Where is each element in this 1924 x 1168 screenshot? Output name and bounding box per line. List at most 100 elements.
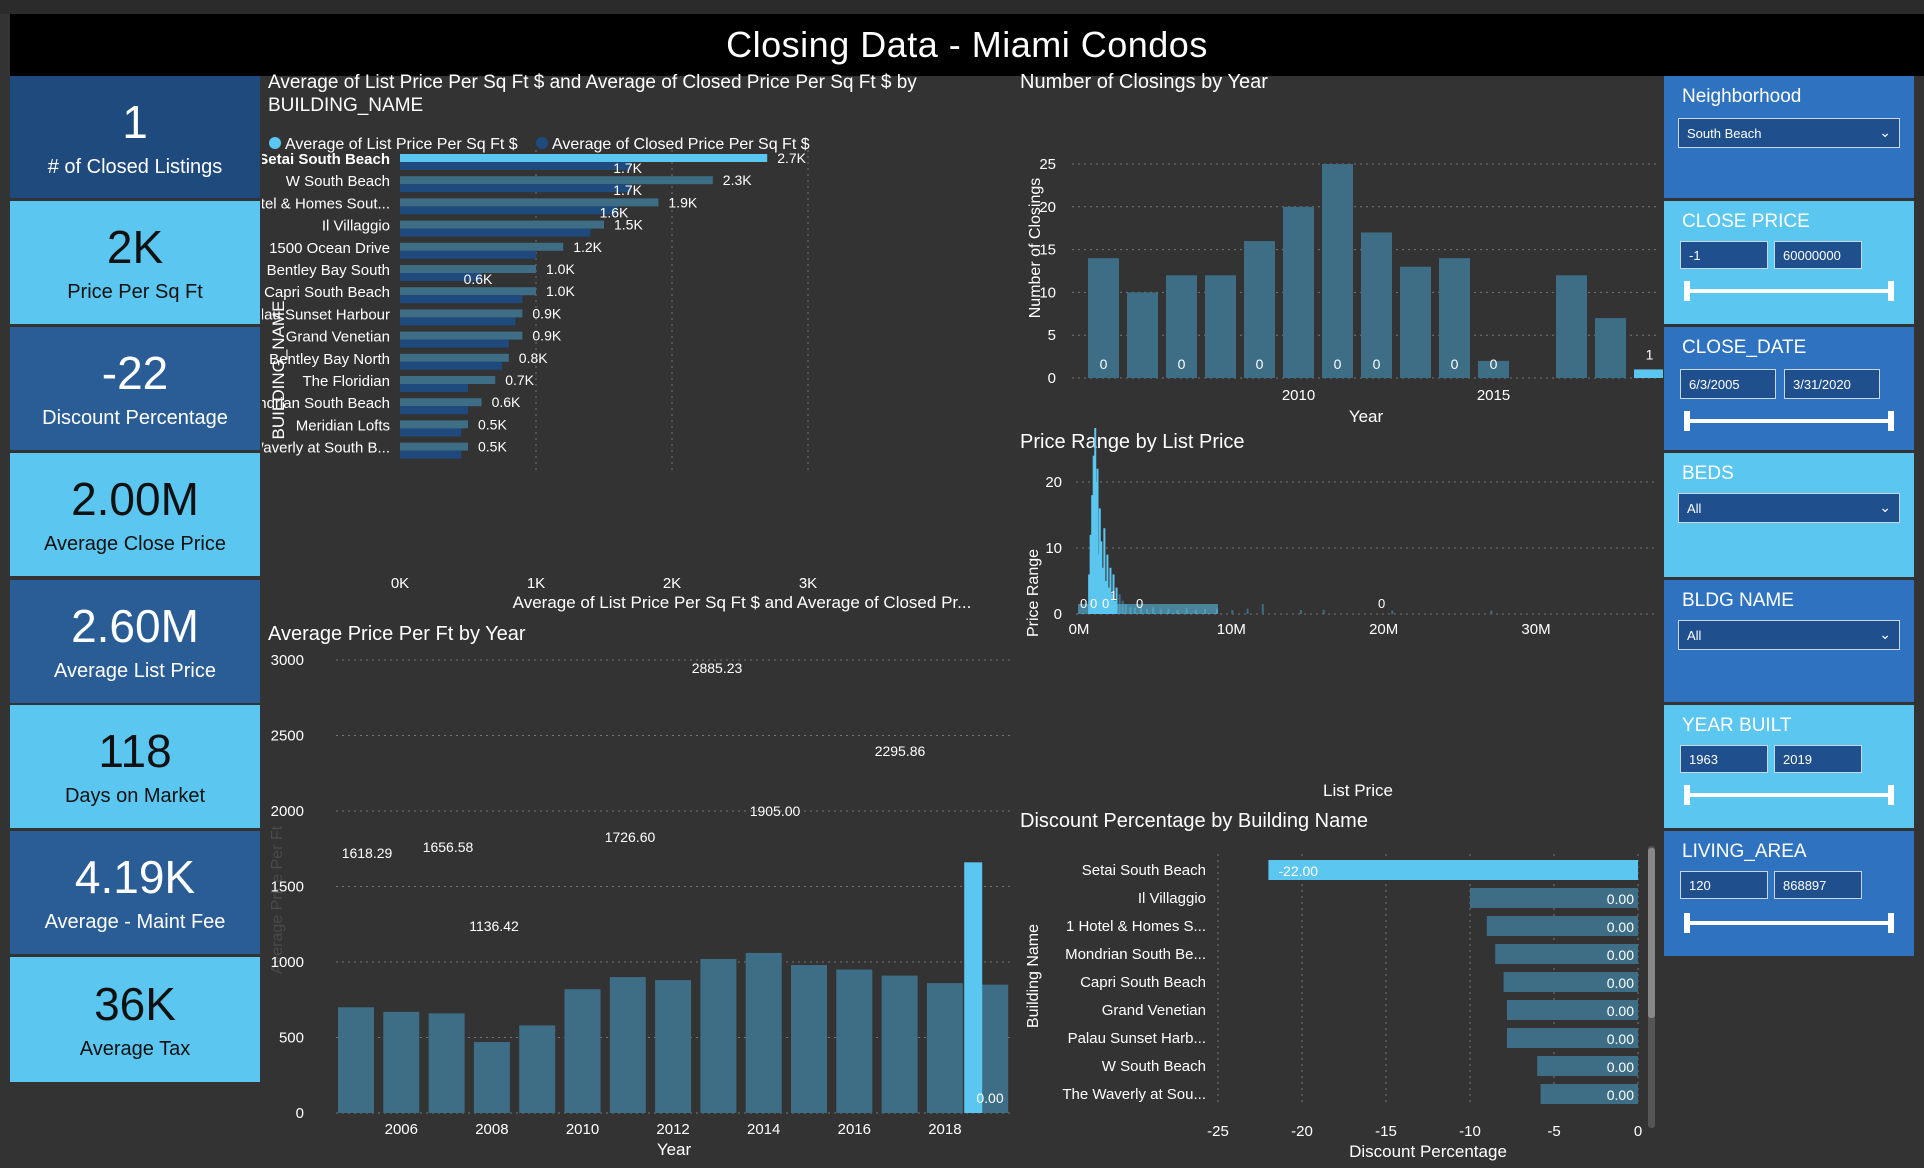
bar-closings[interactable] [1166,275,1197,378]
bar-list-price[interactable] [400,265,536,273]
kpi-average-tax[interactable]: 36K Average Tax [10,957,260,1082]
bar-price-range[interactable] [1097,554,1100,614]
bar-list-price[interactable] [400,442,468,451]
bar-closed-price[interactable] [400,162,632,170]
living-area-slider[interactable] [1684,913,1894,933]
scrollbar-thumb[interactable] [1648,848,1655,1018]
living-area-max-input[interactable]: 868897 [1774,871,1862,899]
bar-avg-price[interactable] [383,1011,420,1113]
bar-price-range[interactable] [1100,541,1103,614]
bar-list-price[interactable] [400,331,523,340]
kpi-average-list-price[interactable]: 2.60M Average List Price [10,580,260,703]
bar-price-range[interactable] [1103,528,1106,614]
bar-avg-price[interactable] [473,1042,510,1113]
bar-price-range[interactable] [1107,587,1110,614]
slider-max-handle[interactable] [1888,281,1894,301]
bar-closed-price[interactable] [400,406,468,415]
bar-closed-price[interactable] [400,317,516,326]
bar-closed-price[interactable] [400,250,536,259]
bar-price-range[interactable] [1089,534,1092,614]
bar-list-price[interactable] [400,198,659,207]
bar-avg-price[interactable] [926,983,963,1113]
bldg-name-dropdown[interactable]: All ⌄ [1678,620,1900,650]
bar-discount[interactable] [1486,916,1638,936]
bar-price-range[interactable] [1092,455,1095,614]
bar-list-price[interactable] [400,353,509,362]
bar-closed-price[interactable] [400,361,502,370]
slider-max-handle[interactable] [1888,913,1894,933]
kpi-average-close-price[interactable]: 2.00M Average Close Price [10,453,260,576]
year-built-max-input[interactable]: 2019 [1774,745,1862,773]
bar-avg-price[interactable] [428,1013,465,1113]
bar-price-range[interactable] [1112,574,1115,614]
bar-list-price[interactable] [400,176,713,185]
bar-discount[interactable] [1506,1000,1638,1020]
bar-avg-price[interactable] [609,977,646,1113]
bar-avg-price[interactable] [564,989,601,1113]
bar-price-range[interactable] [1098,508,1101,614]
beds-dropdown[interactable]: All ⌄ [1678,493,1900,523]
kpi-average-maint-fee[interactable]: 4.19K Average - Maint Fee [10,831,260,954]
bar-closed-price[interactable] [400,206,618,215]
close-price-slider[interactable] [1684,281,1894,301]
year-built-min-input[interactable]: 1963 [1680,745,1768,773]
living-area-min-input[interactable]: 120 [1680,871,1768,899]
bar-avg-price[interactable] [791,965,827,1113]
year-built-slider[interactable] [1684,785,1894,805]
bar-closings[interactable] [1205,275,1236,378]
bar-closings[interactable] [1127,292,1158,378]
bar-avg-price[interactable] [655,980,692,1113]
bar-price-range[interactable] [1490,610,1493,614]
bar-price-range[interactable] [1231,610,1234,614]
bar-price-range[interactable] [1088,574,1091,614]
bar-closed-price[interactable] [400,273,482,281]
bar-discount[interactable] [1495,944,1638,964]
bar-list-price[interactable] [400,376,496,384]
bar-discount[interactable] [1537,1056,1638,1076]
bar-discount[interactable] [1268,860,1638,880]
neighborhood-dropdown[interactable]: South Beach ⌄ [1678,118,1900,148]
bar-price-range[interactable] [1101,567,1104,614]
close-date-start-input[interactable]: 6/3/2005 [1680,369,1776,399]
bar-closed-price[interactable] [400,450,462,459]
kpi-price-per-sqft[interactable]: 2K Price Per Sq Ft [10,201,260,324]
bar-price-range[interactable] [1109,567,1112,614]
kpi-discount-percentage[interactable]: -22 Discount Percentage [10,327,260,450]
bar-list-price[interactable] [400,220,604,229]
bar-price-range[interactable] [1115,587,1118,614]
bar-closings[interactable] [1478,360,1509,378]
bar-price-range[interactable] [1104,581,1107,614]
close-date-end-input[interactable]: 3/31/2020 [1784,369,1880,399]
close-date-slider[interactable] [1684,411,1894,431]
bar-price-range[interactable] [1106,554,1109,614]
bar-price-range[interactable] [1261,604,1264,614]
bar-avg-price[interactable] [836,969,873,1113]
kpi-closed-listings[interactable]: 1 # of Closed Listings [10,76,260,198]
bar-closings[interactable] [1361,232,1392,378]
bar-closed-price[interactable] [400,384,468,392]
slider-min-handle[interactable] [1684,281,1690,301]
bar-avg-price-selected[interactable] [964,862,983,1113]
bar-price-range[interactable] [1096,468,1099,614]
bar-avg-price[interactable] [519,1025,556,1113]
bar-closings-selected[interactable] [1634,369,1663,378]
bar-closings[interactable] [1400,266,1431,378]
bar-closed-price[interactable] [400,184,632,193]
slider-min-handle[interactable] [1684,913,1690,933]
bar-closings[interactable] [1556,275,1587,378]
slider-min-handle[interactable] [1684,785,1690,805]
bar-list-price[interactable] [400,309,523,318]
bar-avg-price[interactable] [745,952,782,1113]
bar-discount[interactable] [1506,1028,1638,1048]
kpi-days-on-market[interactable]: 118 Days on Market [10,705,260,828]
bar-discount[interactable] [1503,972,1638,992]
bar-closings[interactable] [1088,258,1119,378]
bar-closings[interactable] [1283,206,1314,378]
slider-max-handle[interactable] [1888,785,1894,805]
bar-closed-price[interactable] [400,339,509,348]
bar-list-price[interactable] [400,242,564,251]
bar-list-price[interactable] [400,154,768,162]
bar-list-price[interactable] [400,398,482,407]
bar-avg-price[interactable] [700,958,737,1113]
bar-list-price[interactable] [400,287,536,296]
